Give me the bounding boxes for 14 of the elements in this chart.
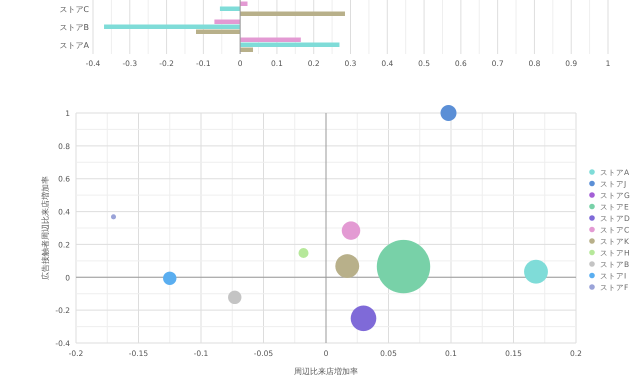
- bar: [240, 42, 340, 47]
- y-tick-label: ストアA: [60, 41, 90, 50]
- bar: [240, 38, 301, 42]
- bar: [104, 24, 240, 29]
- bar: [240, 48, 254, 52]
- bar: [240, 12, 345, 16]
- y-tick-label: ストアB: [60, 23, 89, 32]
- bar: [220, 6, 240, 11]
- bar: [214, 20, 240, 24]
- bar: [196, 30, 240, 34]
- x-axis-title: 周辺比来店増加率: [294, 367, 358, 376]
- y-tick-label: ストアC: [59, 5, 90, 14]
- bar: [240, 2, 248, 6]
- y-axis-title: 広告接触者周辺比来店増加率: [41, 176, 50, 280]
